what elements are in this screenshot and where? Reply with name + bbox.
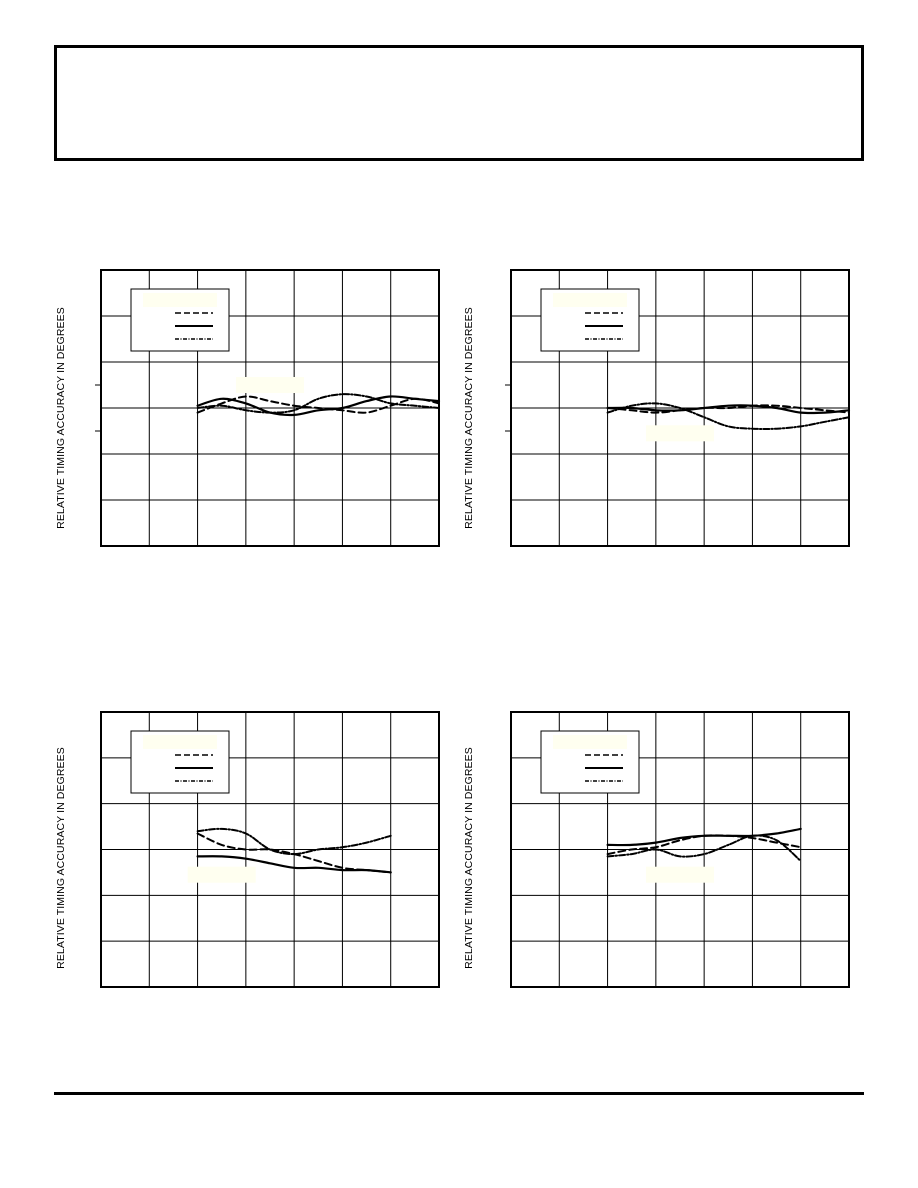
chart4-series-2-line xyxy=(606,827,802,847)
title-box xyxy=(54,45,864,161)
chart3-series-2-line xyxy=(196,855,392,874)
chart3-legend-title-box xyxy=(143,735,217,749)
chart4-inline-label-box xyxy=(646,866,714,883)
chart3-inline-label-box xyxy=(187,866,256,883)
chart2-series-1-line xyxy=(606,404,850,414)
chart1-legend-title-box xyxy=(143,293,217,307)
chart4-frame xyxy=(510,711,850,988)
chart3-frame xyxy=(100,711,440,988)
chart1-series-3-line xyxy=(196,393,440,414)
chart2-series-2-line xyxy=(606,404,851,415)
chart2-legend-title-box xyxy=(553,293,627,307)
chart2-inline-label-box xyxy=(646,425,714,442)
chart4-series-3-line xyxy=(606,834,802,862)
footer-rule xyxy=(54,1092,864,1095)
chart1-series-1-line xyxy=(196,395,440,414)
chart3-series-3-line xyxy=(196,827,392,856)
chart4-legend-title-box xyxy=(553,735,627,749)
chart1-inline-label-box xyxy=(236,377,304,393)
chart1-series-2-line xyxy=(196,395,441,417)
chart2-frame xyxy=(510,269,850,547)
chart2-series-3-line xyxy=(606,402,850,430)
